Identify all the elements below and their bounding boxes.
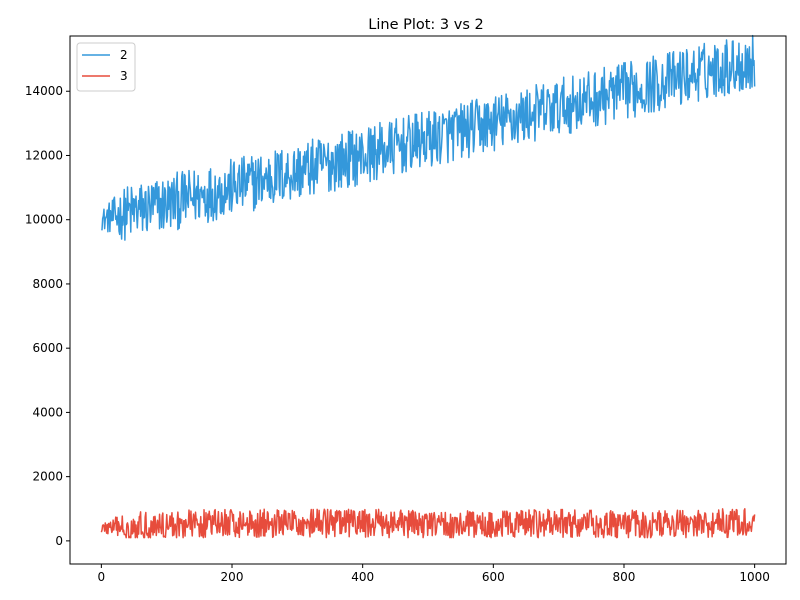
series-layer <box>100 34 756 539</box>
y-tick-label: 2000 <box>32 470 63 484</box>
y-tick-label: 4000 <box>32 405 63 419</box>
x-tick-label: 200 <box>221 570 244 584</box>
y-tick-label: 0 <box>55 534 63 548</box>
legend-label-3: 3 <box>120 69 128 83</box>
y-tick-label: 6000 <box>32 341 63 355</box>
x-tick-label: 600 <box>482 570 505 584</box>
y-axis: 0 2000 4000 6000 8000 10000 12000 14000 <box>25 84 70 548</box>
x-tick-label: 400 <box>351 570 374 584</box>
series-line-3 <box>100 508 756 539</box>
series-line-2 <box>100 34 756 241</box>
legend: 23 <box>76 42 136 92</box>
y-tick-label: 8000 <box>32 277 63 291</box>
plot-frame <box>69 35 787 565</box>
x-axis: 0 200 400 600 800 1000 <box>98 564 770 584</box>
x-tick-label: 0 <box>98 570 106 584</box>
x-tick-label: 1000 <box>739 570 770 584</box>
y-tick-label: 14000 <box>25 84 63 98</box>
y-tick-label: 12000 <box>25 148 63 162</box>
x-tick-label: 800 <box>613 570 636 584</box>
legend-label-2: 2 <box>120 48 128 62</box>
y-tick-label: 10000 <box>25 213 63 227</box>
chart-title: Line Plot: 3 vs 2 <box>368 17 483 33</box>
